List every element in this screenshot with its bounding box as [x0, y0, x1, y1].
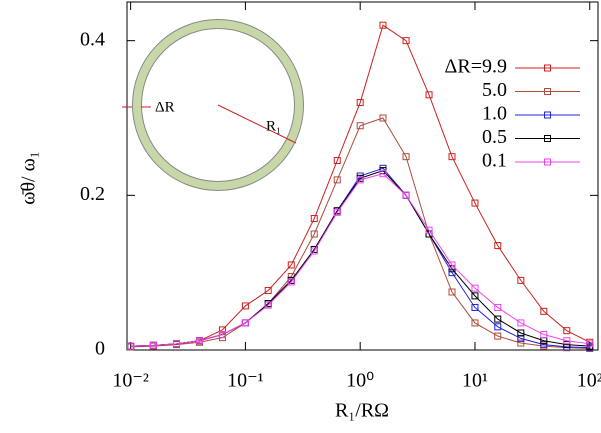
x-tick-label: 10⁰ — [346, 370, 374, 392]
y-tick-label: 0 — [95, 338, 105, 360]
data-point — [540, 307, 548, 315]
data-point — [517, 276, 525, 284]
data-point — [356, 176, 364, 184]
data-point — [517, 329, 525, 337]
data-point — [333, 208, 341, 216]
annulus-inner — [141, 28, 295, 182]
data-point — [471, 303, 479, 311]
inset-diagram: ΔR R₁ — [122, 19, 304, 191]
data-point — [471, 292, 479, 300]
data-point — [379, 21, 387, 29]
data-point — [448, 261, 456, 269]
x-tick-label: 10⁻² — [112, 370, 149, 392]
data-point — [540, 341, 548, 349]
legend-marker — [544, 111, 551, 119]
data-point — [287, 278, 295, 286]
data-point — [563, 327, 571, 335]
data-point — [241, 302, 249, 310]
legend-label: ΔR=9.9 — [445, 56, 507, 78]
data-point — [195, 337, 203, 345]
data-point — [127, 342, 135, 350]
annotation: ΔR — [155, 99, 175, 115]
data-point — [310, 230, 318, 238]
data-point — [379, 170, 387, 178]
series-line — [130, 117, 590, 349]
data-point — [287, 261, 295, 269]
data-point — [563, 341, 571, 349]
data-point — [517, 339, 525, 347]
data-point — [471, 199, 479, 207]
data-point — [264, 286, 272, 294]
y-tick-label: 0.2 — [80, 183, 105, 205]
data-point — [448, 153, 456, 161]
data-point — [586, 340, 594, 348]
legend-marker — [544, 64, 551, 72]
data-point — [448, 288, 456, 296]
data-point — [517, 334, 525, 342]
data-point — [494, 315, 502, 323]
x-tick-label: 10² — [577, 370, 601, 392]
data-point — [494, 242, 502, 250]
y-axis-label: ω̄θ/ ω₁ — [18, 151, 40, 204]
data-point — [448, 265, 456, 273]
data-point — [241, 319, 249, 327]
data-point — [471, 319, 479, 327]
data-point — [471, 284, 479, 292]
legend-marker — [544, 88, 551, 95]
y-tick-label: 0.4 — [80, 28, 105, 50]
data-point — [540, 331, 548, 339]
annulus — [132, 19, 304, 191]
data-point — [517, 319, 525, 327]
annotation: R₁ — [266, 118, 281, 134]
data-point — [172, 340, 180, 348]
plot-frame — [126, 1, 599, 351]
legend-label: 0.5 — [482, 126, 507, 148]
legend-marker — [544, 158, 551, 166]
data-point — [218, 326, 226, 334]
data-point — [425, 226, 433, 234]
data-point — [333, 176, 341, 184]
series-line — [130, 167, 590, 349]
data-point — [402, 191, 410, 199]
legend-label: 1.0 — [482, 103, 507, 125]
legend-label: 0.1 — [482, 150, 507, 172]
data-point — [402, 153, 410, 161]
series-line — [130, 24, 590, 347]
data-point — [563, 337, 571, 345]
data-point — [149, 341, 157, 349]
data-point — [494, 332, 502, 340]
data-point — [425, 91, 433, 99]
x-tick-label: 10¹ — [462, 370, 488, 392]
data-point — [218, 331, 226, 339]
annulus-outer — [132, 19, 304, 191]
series-line — [130, 173, 590, 347]
legend-marker — [544, 135, 551, 142]
radius-arrow — [217, 104, 297, 144]
data-point — [310, 247, 318, 255]
data-point — [402, 37, 410, 45]
x-tick-label: 10⁻¹ — [227, 370, 264, 392]
legend-label: 5.0 — [482, 79, 507, 101]
data-point — [264, 301, 272, 309]
x-axis-label: R₁/RΩ — [335, 400, 389, 422]
data-point — [494, 323, 502, 331]
data-point — [356, 99, 364, 107]
data-point — [494, 303, 502, 311]
data-point — [379, 114, 387, 122]
data-point — [356, 122, 364, 130]
data-point — [310, 215, 318, 223]
data-point — [333, 157, 341, 165]
